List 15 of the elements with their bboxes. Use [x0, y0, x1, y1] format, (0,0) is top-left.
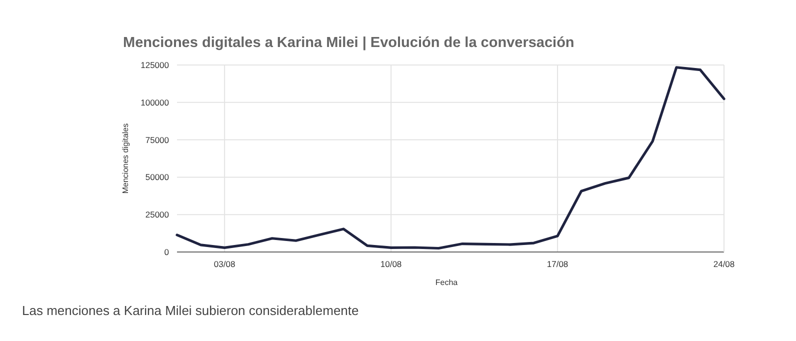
text: Las menciones a Karina Milei subieron considerablemente: [22, 303, 359, 318]
y-axis-title: Menciones digitales: [121, 123, 130, 194]
line-series: [176, 66, 726, 250]
y-tick-label: 50000: [145, 172, 170, 182]
x-tick-label: 24/08: [713, 259, 735, 269]
y-tick-label: 25000: [145, 210, 170, 220]
y-tick-label: 75000: [145, 134, 170, 145]
y-tick-label: 125000: [140, 60, 170, 70]
x-tick-label: 10/08: [380, 259, 402, 269]
y-tick-label: 0: [164, 247, 170, 257]
x-tick-label: 03/08: [214, 259, 236, 269]
chart-title: Menciones digitales a Karina Milei | Evolución de la conversación: [123, 35, 574, 51]
x-axis-title: Fecha: [435, 278, 458, 287]
x-tick-label: 17/08: [546, 259, 568, 269]
y-tick-label: 100000: [140, 97, 170, 108]
